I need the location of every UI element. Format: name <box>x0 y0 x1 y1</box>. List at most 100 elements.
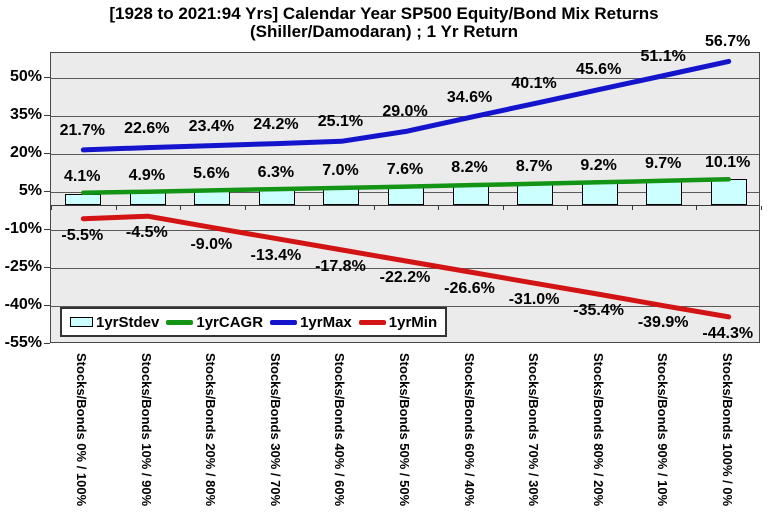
category-label: Stocks/Bonds 30% / 70% <box>267 353 283 507</box>
min-value-label: -31.0% <box>508 291 560 309</box>
category-axis-tick <box>180 205 182 210</box>
category-label: Stocks/Bonds 10% / 90% <box>138 353 154 507</box>
y-axis-tick-label: -10% <box>4 220 42 238</box>
category-label: Stocks/Bonds 70% / 30% <box>526 353 542 507</box>
chart-title: [1928 to 2021:94 Yrs] Calendar Year SP50… <box>109 4 659 23</box>
min-value-label: -9.0% <box>190 235 233 253</box>
zero-axis-line <box>51 204 759 206</box>
legend-label-min: 1yrMin <box>388 313 438 331</box>
stdev-bar <box>710 179 747 205</box>
category-label: Stocks/Bonds 60% / 40% <box>461 353 477 507</box>
cagr-line-swatch-icon <box>166 319 194 325</box>
category-axis-tick <box>115 205 117 210</box>
y-axis-tick-mark <box>44 77 50 79</box>
max-value-label: 40.1% <box>511 75 557 93</box>
legend-label-cagr: 1yrCAGR <box>196 313 264 331</box>
gridline <box>51 268 759 270</box>
category-axis-tick <box>567 205 569 210</box>
min-value-label: -44.3% <box>702 324 754 342</box>
category-axis-tick <box>502 205 504 210</box>
stdev-value-label: 5.6% <box>193 165 230 183</box>
stdev-value-label: 6.3% <box>257 163 295 181</box>
stdev-value-label: 8.2% <box>451 159 488 177</box>
category-label: Stocks/Bonds 40% / 60% <box>332 353 348 507</box>
max-line-swatch-icon <box>270 319 298 325</box>
category-axis-tick <box>309 205 311 210</box>
chart-subtitle: (Shiller/Damodaran) ; 1 Yr Return <box>250 22 518 41</box>
y-axis-tick-label: 20% <box>9 144 42 162</box>
category-axis-tick <box>761 205 762 210</box>
y-axis-tick-mark <box>44 343 50 344</box>
category-axis-tick <box>438 205 440 210</box>
category-label: Stocks/Bonds 80% / 20% <box>590 353 606 507</box>
y-axis-tick-label: 35% <box>9 106 42 124</box>
category-label: Stocks/Bonds 100% / 0% <box>719 353 735 507</box>
max-value-label: 56.7% <box>705 33 751 51</box>
y-axis-tick-mark <box>44 191 50 193</box>
gridline <box>51 78 759 80</box>
max-value-label: 24.2% <box>253 115 299 133</box>
category-axis-tick <box>244 205 246 210</box>
stdev-value-label: 4.9% <box>128 166 166 184</box>
line-series-layer <box>80 58 732 320</box>
y-axis-tick-mark <box>44 115 50 117</box>
category-label: Stocks/Bonds 20% / 80% <box>203 353 219 507</box>
y-axis-tick-mark <box>44 267 50 269</box>
legend-label-stdev: 1yrStdev <box>96 313 160 331</box>
y-axis-tick-label: 5% <box>18 182 42 200</box>
max-value-label: 51.1% <box>640 47 686 65</box>
min-line-swatch-icon <box>358 319 386 325</box>
y-axis-tick-label: 50% <box>9 68 42 86</box>
plot-area <box>50 52 762 343</box>
min-value-label: -17.8% <box>315 257 366 275</box>
legend-item-min: 1yrMin <box>358 313 438 331</box>
legend-item-max: 1yrMax <box>270 314 352 331</box>
category-axis-tick <box>51 205 52 210</box>
category-label: Stocks/Bonds 90% / 10% <box>655 353 671 507</box>
y-axis-tick-label: -40% <box>4 296 42 314</box>
stdev-value-label: 7.6% <box>386 160 424 178</box>
max-value-label: 21.7% <box>59 121 105 139</box>
min-line <box>80 213 732 320</box>
stdev-value-label: 9.2% <box>580 156 617 174</box>
min-value-label: -39.9% <box>637 313 689 331</box>
stdev-value-label: 10.1% <box>705 154 751 172</box>
max-value-label: 23.4% <box>188 117 235 135</box>
stdev-value-label: 9.7% <box>644 155 682 173</box>
max-value-label: 34.6% <box>446 89 493 107</box>
category-label: Stocks/Bonds 50% / 50% <box>397 353 412 507</box>
category-axis-tick <box>631 205 633 210</box>
legend-item-stdev: 1yrStdev <box>70 314 159 331</box>
gridline <box>51 306 759 308</box>
min-value-label: -4.5% <box>125 224 168 242</box>
stdev-bar-swatch-icon <box>70 317 93 327</box>
max-value-label: 22.6% <box>124 119 170 137</box>
category-axis-tick <box>373 205 375 210</box>
min-value-label: -13.4% <box>250 246 302 264</box>
legend-item-cagr: 1yrCAGR <box>166 314 263 331</box>
max-value-label: 45.6% <box>575 61 622 79</box>
stdev-value-label: 8.7% <box>515 157 553 175</box>
min-value-label: -22.2% <box>379 269 431 286</box>
max-line <box>80 58 732 153</box>
legend-label-max: 1yrMax <box>300 313 352 331</box>
min-value-label: -35.4% <box>573 302 624 320</box>
stdev-value-label: 7.0% <box>322 162 359 180</box>
stdev-bar <box>65 194 102 205</box>
y-axis-tick-mark <box>44 229 50 231</box>
cagr-line <box>81 177 731 195</box>
stdev-bar <box>646 180 683 205</box>
gridline <box>51 116 759 118</box>
category-label: Stocks/Bonds 0% / 100% <box>74 353 90 507</box>
gridline <box>51 230 759 232</box>
min-value-label: -5.5% <box>61 226 104 244</box>
y-axis-tick-mark <box>44 153 50 155</box>
y-axis-tick-mark <box>44 305 50 307</box>
gridline <box>51 154 759 156</box>
max-value-label: 25.1% <box>317 113 364 131</box>
y-axis-tick-label: -25% <box>4 258 42 276</box>
legend: 1yrStdev 1yrCAGR 1yrMax 1yrMin <box>60 307 448 337</box>
min-value-label: -26.6% <box>444 280 495 298</box>
category-axis-tick <box>696 205 698 210</box>
